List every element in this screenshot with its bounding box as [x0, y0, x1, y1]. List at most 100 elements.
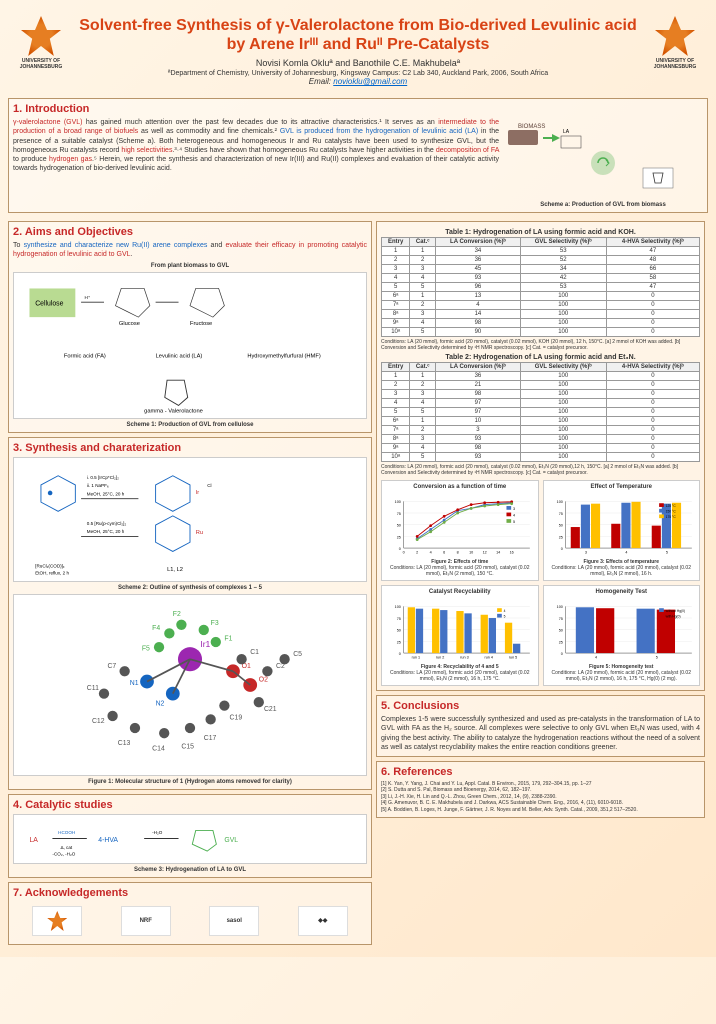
svg-text:100: 100 — [556, 606, 562, 610]
biomass-scheme-icon: BIOMASS LA — [503, 118, 703, 198]
table-row: 8ᵃ3141000 — [382, 310, 700, 319]
section-aims: 2. Aims and Objectives To synthesize and… — [8, 221, 372, 433]
svg-text:3: 3 — [513, 507, 515, 511]
svg-text:0: 0 — [560, 547, 562, 551]
logo-right-text: UNIVERSITY OF JOHANNESBURG — [650, 58, 700, 70]
svg-text:C15: C15 — [181, 743, 194, 750]
table-row: 10ᵃ5901000 — [382, 328, 700, 337]
references-title: 6. References — [381, 766, 700, 778]
svg-text:75: 75 — [397, 617, 401, 621]
right-column: Table 1: Hydrogenation of LA using formi… — [376, 217, 705, 949]
svg-text:run 3: run 3 — [460, 656, 468, 660]
table-row: 33981000 — [382, 390, 700, 399]
table-row: 44971000 — [382, 399, 700, 408]
svg-text:ii. 1 NaPF₆: ii. 1 NaPF₆ — [87, 483, 109, 488]
svg-text:BIOMASS: BIOMASS — [518, 124, 545, 130]
ack-logo-other: ◆◆ — [298, 906, 348, 936]
table-row: 9ᵃ4981000 — [382, 444, 700, 453]
synthesis-title: 3. Synthesis and charaterization — [13, 442, 367, 454]
table-header: GVL Selectivity (%)ᵇ — [520, 238, 606, 247]
table-row: 33453466 — [382, 265, 700, 274]
svg-text:0: 0 — [403, 551, 405, 555]
svg-text:4: 4 — [595, 656, 597, 660]
svg-text:F3: F3 — [211, 620, 219, 627]
svg-text:4-HVA: 4-HVA — [98, 837, 118, 844]
table-2: EntryCat.ᶜLA Conversion (%)ᵇGVL Selectiv… — [381, 362, 700, 462]
chart-temperature: Effect of Temperature 0255075100345125 °… — [543, 480, 701, 581]
table-header: Entry — [382, 363, 410, 372]
table-header: 4-HVA Selectivity (%)ᵇ — [606, 238, 699, 247]
svg-text:4: 4 — [513, 514, 515, 518]
logo-left: UNIVERSITY OF JOHANNESBURG — [16, 16, 66, 76]
svg-text:F2: F2 — [173, 611, 181, 618]
chart-recyclability: Catalyst Recyclability 0255075100run 1ru… — [381, 585, 539, 686]
svg-text:F5: F5 — [142, 645, 150, 652]
svg-text:C17: C17 — [204, 735, 217, 742]
intro-hl1: γ-valerolactone (GVL) — [13, 119, 83, 126]
poster-title: Solvent-free Synthesis of γ-Valerolacton… — [68, 16, 648, 54]
svg-text:F1: F1 — [224, 635, 232, 642]
svg-text:run 4: run 4 — [484, 656, 492, 660]
svg-text:LA: LA — [563, 129, 570, 135]
svg-text:C5: C5 — [293, 651, 302, 658]
table-2-conditions: Conditions: LA (20 mmol), formic acid (2… — [381, 464, 700, 476]
svg-text:14: 14 — [496, 551, 500, 555]
svg-text:i. 0.5 [IrCp*Cl₂]₂: i. 0.5 [IrCp*Cl₂]₂ — [87, 475, 119, 480]
table-header: Cat.ᶜ — [410, 363, 436, 372]
svg-text:75: 75 — [558, 617, 562, 621]
catalytic-title: 4. Catalytic studies — [13, 799, 367, 811]
svg-text:5: 5 — [504, 615, 506, 619]
scheme-2-caption: Scheme 2: Outline of synthesis of comple… — [13, 585, 367, 591]
table-row: 11345347 — [382, 247, 700, 256]
chart-3-svg: 0255075100run 1run 2run 3run 4run 545 — [385, 597, 535, 662]
section-references: 6. References [1] K. Yan, Y. Yang, J. Ch… — [376, 761, 705, 819]
figure-1-box: Ir1 F4 F2 F3 F1 F5 O1 O2 N1 N2 — [13, 594, 367, 776]
svg-text:0: 0 — [560, 652, 562, 656]
reference-item: [5] A. Boddien, B. Loges, H. Junge, F. G… — [381, 807, 700, 814]
svg-text:8: 8 — [457, 551, 459, 555]
section-acknowledgements: 7. Acknowledgements NRF sasol ◆◆ — [8, 882, 372, 945]
scheme-3-svg: LA HCOOH Δ, cat -CO₂, -H₂O 4-HVA -H₂O GV… — [18, 819, 362, 859]
svg-text:75: 75 — [397, 512, 401, 516]
svg-text:with Hg(0): with Hg(0) — [665, 615, 680, 619]
svg-text:0: 0 — [399, 547, 401, 551]
authors: Novisi Komla Okluª and Banothile C.E. Ma… — [68, 58, 648, 68]
table-row: 6ᵃ1131000 — [382, 292, 700, 301]
chart-time: Conversion as a function of time 0255075… — [381, 480, 539, 581]
table-row: 10ᵃ5931000 — [382, 453, 700, 462]
chart-1-svg: 02550751000246810121416345 — [385, 492, 535, 557]
scheme-2-box: i. 0.5 [IrCp*Cl₂]₂ ii. 1 NaPF₆ MeOH, 25°… — [13, 457, 367, 582]
svg-text:C13: C13 — [118, 740, 131, 747]
svg-text:C21: C21 — [264, 706, 277, 713]
table-1: EntryCat.ᶜLA Conversion (%)ᵇGVL Selectiv… — [381, 237, 700, 337]
svg-text:N2: N2 — [156, 700, 165, 707]
aims-text: To synthesize and characterize new Ru(II… — [13, 241, 367, 259]
table-header: 4-HVA Selectivity (%)ᵇ — [606, 363, 699, 372]
svg-text:F4: F4 — [152, 625, 160, 632]
svg-text:Cellulose: Cellulose — [35, 300, 63, 307]
chart-3-caption: Figure 4: Recyclability of 4 and 5Condit… — [385, 664, 535, 682]
logo-left-text: UNIVERSITY OF JOHANNESBURG — [16, 58, 66, 70]
svg-text:HCOOH: HCOOH — [58, 830, 75, 835]
table-row: 22365248 — [382, 256, 700, 265]
svg-text:EtOH, reflux, 2 h: EtOH, reflux, 2 h — [35, 571, 69, 576]
section-conclusions: 5. Conclusions Complexes 1-5 were succes… — [376, 695, 705, 756]
table-header: LA Conversion (%)ᵇ — [436, 238, 521, 247]
scheme-a: BIOMASS LA Scheme a: Production of GVL f… — [503, 118, 703, 208]
chart-2-svg: 0255075100345125 °C150 °C175 °C — [547, 492, 697, 557]
ack-logo-uj — [32, 906, 82, 936]
svg-text:H⁺: H⁺ — [85, 294, 91, 299]
table-row: 55971000 — [382, 408, 700, 417]
table-header: GVL Selectivity (%)ᵇ — [520, 363, 606, 372]
svg-text:0: 0 — [399, 652, 401, 656]
affiliation: ªDepartment of Chemistry, University of … — [68, 70, 648, 77]
email-label: Email: — [309, 77, 333, 86]
section-catalytic: 4. Catalytic studies LA HCOOH Δ, cat -CO… — [8, 794, 372, 878]
table-row: 8ᵃ3931000 — [382, 435, 700, 444]
intro-text: γ-valerolactone (GVL) has gained much at… — [13, 118, 499, 208]
email-link[interactable]: novioklu@gmail.com — [333, 77, 407, 86]
scheme-2-svg: i. 0.5 [IrCp*Cl₂]₂ ii. 1 NaPF₆ MeOH, 25°… — [18, 462, 362, 577]
svg-text:100: 100 — [395, 501, 401, 505]
chart-homogeneity: Homogeneity Test 025507510045without Hg(… — [543, 585, 701, 686]
conclusions-title: 5. Conclusions — [381, 700, 700, 712]
